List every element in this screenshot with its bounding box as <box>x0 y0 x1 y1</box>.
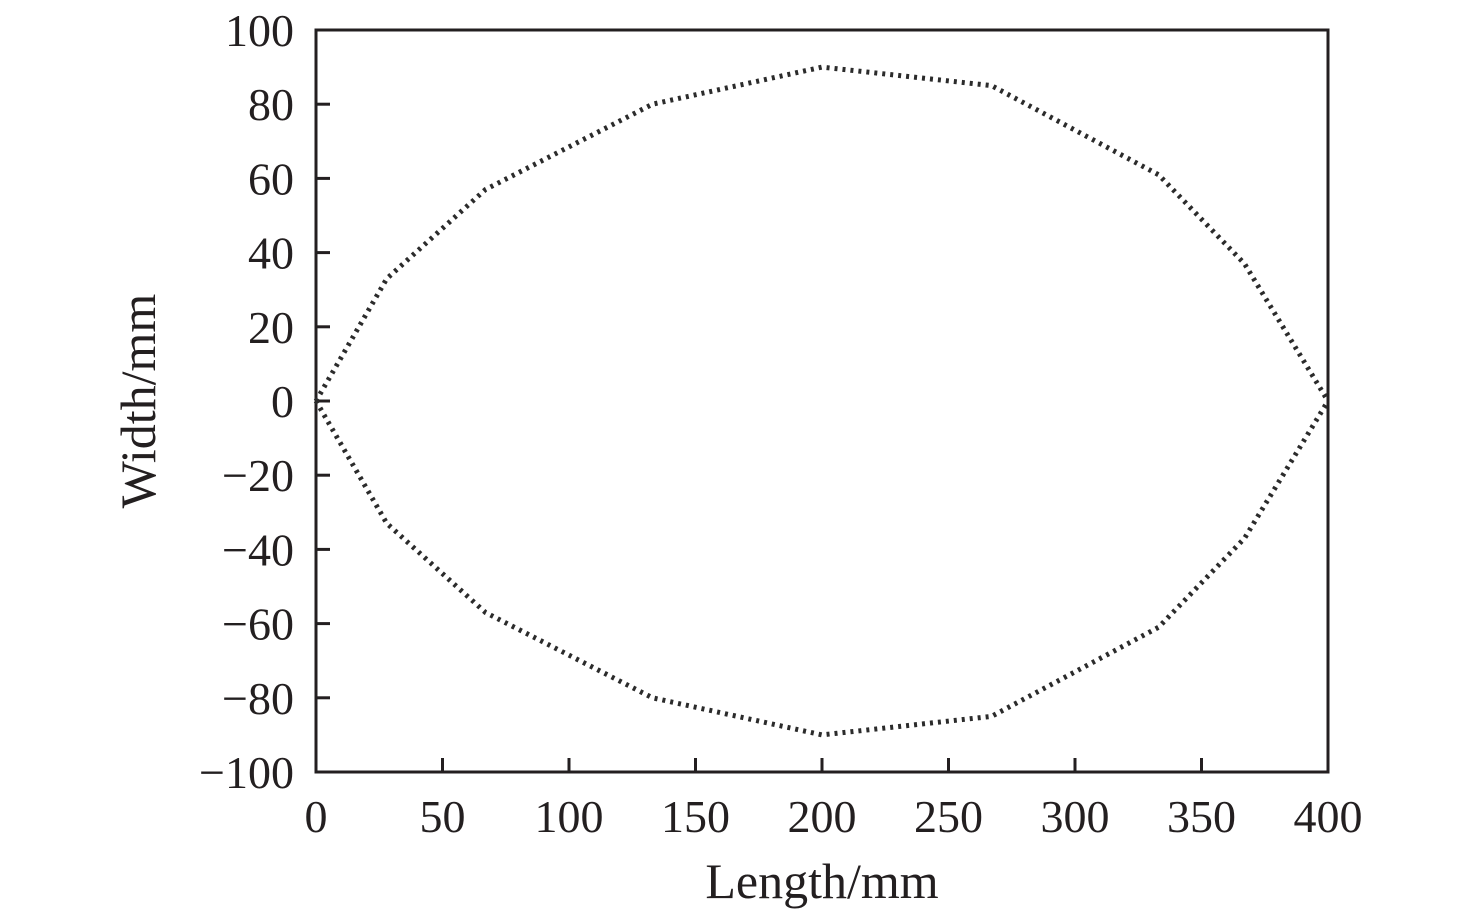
y-tick-labels: 100 80 60 40 20 0 −20 −40 −60 −80 −100 <box>199 5 294 798</box>
x-tick-label: 0 <box>305 791 328 842</box>
x-tick-label: 400 <box>1294 791 1363 842</box>
y-tick-label: 60 <box>248 153 294 204</box>
y-tick-label: −60 <box>222 599 294 650</box>
y-tick-label: 20 <box>248 302 294 353</box>
y-tick-label: −80 <box>222 673 294 724</box>
x-tick-labels: 0 50 100 150 200 250 300 350 400 <box>305 791 1363 842</box>
y-tick-label: −100 <box>199 747 294 798</box>
y-tick-label: 0 <box>271 376 294 427</box>
lower-contour-line <box>313 399 1331 738</box>
y-tick-label: −40 <box>222 524 294 575</box>
y-tick-label: 40 <box>248 228 294 279</box>
x-tick-label: 100 <box>535 791 604 842</box>
x-tick-label: 150 <box>661 791 730 842</box>
y-axis-title: Width/mm <box>110 294 166 509</box>
plot-frame <box>314 28 1330 774</box>
series-group <box>313 64 1331 738</box>
x-tick-label: 300 <box>1041 791 1110 842</box>
x-tick-label: 200 <box>788 791 857 842</box>
y-tick-label: 80 <box>248 79 294 130</box>
x-tick-label: 350 <box>1167 791 1236 842</box>
x-tick-label: 250 <box>914 791 983 842</box>
x-axis-title: Length/mm <box>705 853 938 909</box>
x-tick-label: 50 <box>420 791 466 842</box>
y-tick-label: 100 <box>225 5 294 56</box>
axis-ticks <box>316 102 1203 772</box>
upper-contour-line <box>313 64 1331 403</box>
y-tick-label: −20 <box>222 450 294 501</box>
